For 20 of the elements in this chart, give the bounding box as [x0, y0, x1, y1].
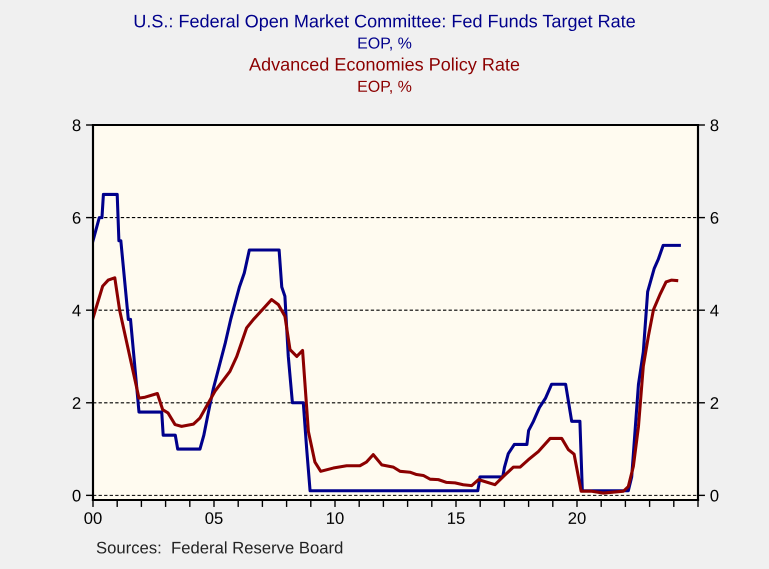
y2-tick-label: 0 [710, 490, 718, 502]
x-tick-label: 10 [327, 512, 344, 524]
source-note: Sources: Federal Reserve Board [96, 541, 342, 554]
text: U.S.: Federal Open Market Committee: Fed Funds Target Rate EOP, % [134, 14, 635, 51]
y2-tick-label: 4 [710, 304, 719, 316]
y-tick-label: 2 [72, 397, 80, 409]
x-tick-label: 05 [205, 512, 223, 524]
x-tick-label: 15 [448, 512, 465, 524]
y2-tick-label: 6 [710, 212, 718, 224]
text: Advanced Economies Policy Rate EOP, % [249, 57, 520, 94]
y2-tick-label: 2 [710, 397, 718, 409]
y2-tick-label: 8 [710, 119, 718, 132]
x-tick-label: 00 [84, 512, 102, 524]
y-tick-label: 4 [72, 304, 81, 316]
y-tick-label: 6 [72, 212, 80, 224]
line-series [93, 276, 678, 495]
x-tick-label: 20 [568, 512, 586, 524]
y-tick-label: 8 [72, 119, 80, 132]
line-series [93, 192, 681, 492]
y-tick-label: 0 [72, 490, 81, 502]
